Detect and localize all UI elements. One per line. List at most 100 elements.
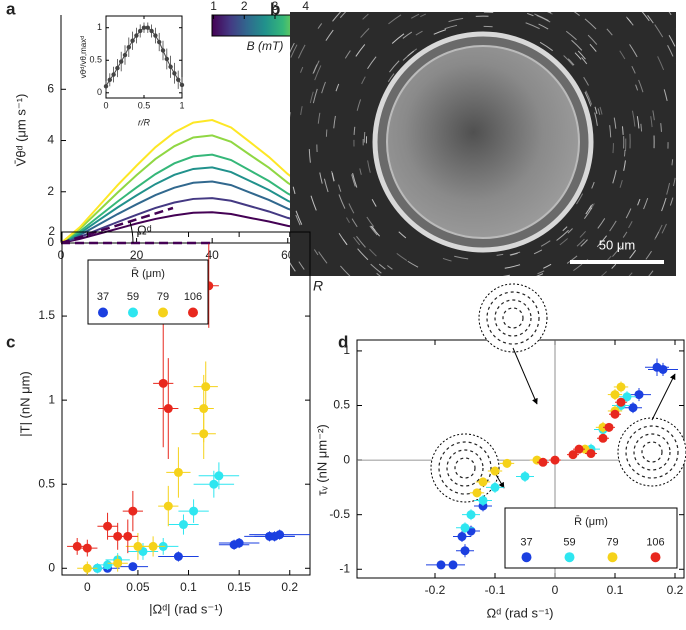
legend-label: 79	[606, 537, 618, 549]
data-point	[168, 64, 173, 69]
streak	[537, 346, 546, 348]
legend-marker	[650, 552, 661, 563]
data-point	[130, 38, 135, 43]
streak	[353, 236, 361, 246]
streak	[623, 320, 635, 330]
streak	[585, 90, 593, 105]
data-point	[82, 543, 92, 553]
streak	[352, 0, 360, 2]
x-tick-label: 20	[130, 248, 144, 262]
data-point	[134, 33, 139, 38]
y-tick-label: 2	[47, 184, 54, 198]
data-point	[103, 84, 109, 89]
streak	[577, 50, 586, 60]
data-point	[457, 532, 467, 542]
legend-label: 106	[646, 537, 664, 549]
streak	[556, 229, 569, 241]
streak	[355, 44, 366, 57]
streak	[415, 30, 423, 36]
streak	[351, 218, 358, 228]
streak	[573, 263, 583, 272]
streak	[348, 203, 355, 214]
streak	[648, 270, 654, 276]
data-point	[538, 457, 548, 467]
x-tick-label: 0.05	[126, 580, 150, 594]
streak	[539, 41, 553, 52]
legend-marker	[158, 307, 168, 318]
legend-label: 106	[184, 291, 202, 303]
panel-letter: a	[6, 0, 16, 18]
streak	[625, 16, 632, 23]
texture-dash	[446, 449, 484, 487]
streak	[573, 12, 580, 16]
streak	[543, 263, 552, 269]
streak	[367, 160, 371, 173]
legend-marker	[564, 552, 575, 563]
streak	[536, 14, 551, 23]
y-tick-label: 6	[47, 81, 54, 95]
streak	[661, 197, 667, 212]
streak	[650, 116, 653, 128]
streak	[338, 184, 342, 192]
streak	[504, 264, 521, 269]
streak	[280, 268, 288, 280]
streak	[378, 263, 386, 270]
streak	[597, 108, 601, 116]
y-tick-label: 0.5	[38, 476, 55, 490]
angle-label: Ωᵈ	[137, 222, 152, 237]
legend-marker	[98, 307, 108, 318]
streak	[393, 316, 404, 321]
streak	[623, 160, 626, 171]
streak	[622, 231, 628, 238]
data-point	[658, 364, 668, 374]
legend-label: 37	[97, 291, 109, 303]
texture-dash	[454, 457, 476, 479]
streak	[260, 54, 265, 68]
data-line	[60, 119, 319, 244]
disk	[386, 45, 580, 239]
streak	[525, 362, 540, 365]
streak	[600, 271, 607, 276]
data-point	[460, 523, 470, 533]
streak	[613, 117, 617, 129]
data-point	[103, 521, 113, 531]
streak	[380, 298, 390, 304]
streak	[661, 223, 667, 234]
streak	[534, 13, 549, 22]
streak	[361, 0, 369, 4]
streak	[629, 249, 637, 259]
data-point	[214, 471, 224, 481]
streak	[628, 272, 633, 276]
streak	[663, 89, 668, 101]
streak	[527, 12, 534, 17]
streak	[353, 126, 356, 135]
streak	[547, 12, 549, 13]
data-point	[141, 25, 147, 30]
streak	[535, 381, 542, 383]
streak	[298, 261, 305, 270]
data-point	[113, 558, 123, 568]
streak	[597, 218, 606, 229]
streak	[434, 367, 446, 369]
streak	[682, 74, 684, 81]
streak	[614, 295, 625, 305]
streak	[672, 177, 676, 187]
streak	[619, 180, 623, 188]
data-point	[550, 455, 560, 465]
data-point	[466, 510, 476, 520]
streak	[677, 194, 682, 209]
streak	[356, 236, 366, 248]
streak	[622, 330, 630, 336]
x-tick-label: 0.15	[227, 580, 251, 594]
streak	[540, 240, 551, 247]
data-point	[610, 409, 620, 419]
streak	[563, 55, 574, 66]
streak	[430, 302, 443, 306]
streak	[318, 251, 328, 264]
streak	[559, 238, 568, 246]
streak	[579, 230, 586, 238]
data-point	[189, 506, 199, 516]
streak	[667, 44, 674, 57]
streak	[314, 65, 322, 81]
